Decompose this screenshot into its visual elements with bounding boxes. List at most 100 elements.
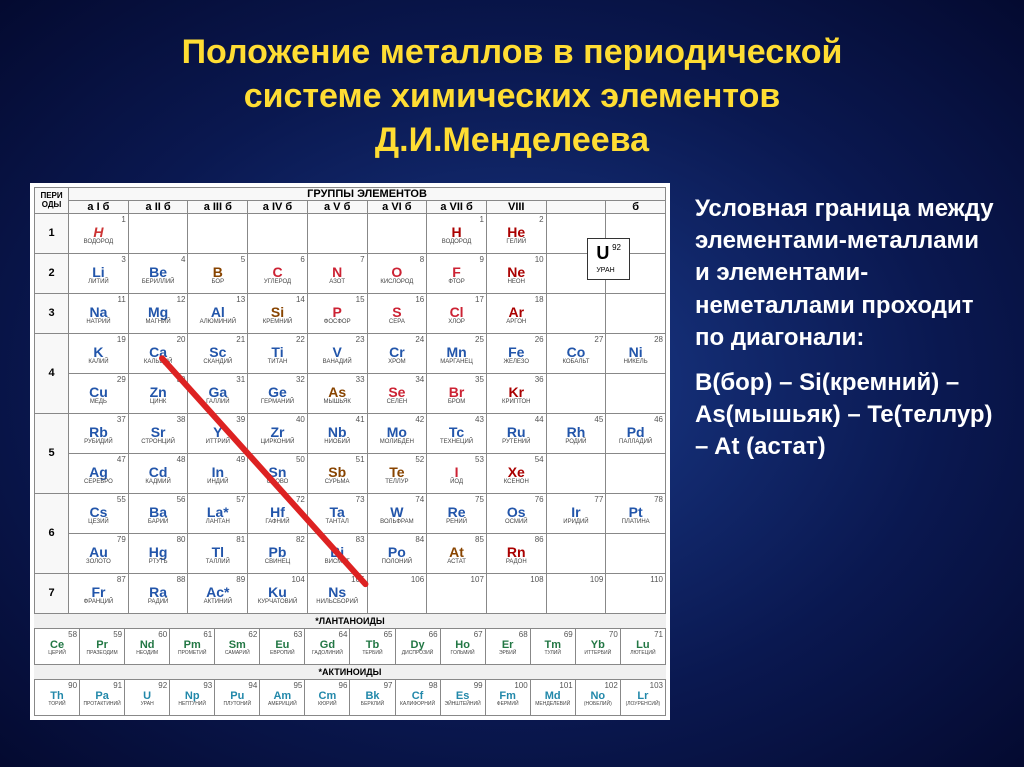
element-cell: 56BaБАРИЙ — [128, 493, 188, 533]
element-cell: 36KrКРИПТОН — [486, 373, 546, 413]
element-cell: 26FeЖЕЛЕЗО — [486, 333, 546, 373]
element-cell: 101MdМЕНДЕЛЕВИЙ — [530, 679, 575, 715]
element-cell: 106 — [367, 573, 427, 613]
element-cell: 49InИНДИЙ — [188, 453, 248, 493]
element-cell: 44RuРУТЕНИЙ — [486, 413, 546, 453]
element-cell: 8OКИСЛОРОД — [367, 253, 427, 293]
element-cell — [546, 373, 606, 413]
element-cell — [546, 533, 606, 573]
element-cell: 47AgСЕРЕБРО — [69, 453, 129, 493]
element-cell: 74WВОЛЬФРАМ — [367, 493, 427, 533]
element-cell: 61PmПРОМЕТИЙ — [170, 628, 215, 664]
element-cell: 34SeСЕЛЕН — [367, 373, 427, 413]
explanation-text: Условная граница между элементами-металл… — [695, 183, 994, 720]
element-cell — [606, 293, 666, 333]
element-cell: 108 — [486, 573, 546, 613]
element-cell: 51SbСУРЬМА — [307, 453, 367, 493]
element-cell: 1HВОДОРОД — [427, 213, 487, 253]
element-cell: 35BrБРОМ — [427, 373, 487, 413]
element-cell: 57La*ЛАНТАН — [188, 493, 248, 533]
element-cell: 59PrПРАЗЕОДИМ — [80, 628, 125, 664]
group-header — [546, 200, 606, 213]
element-cell — [546, 293, 606, 333]
element-cell: 84PoПОЛОНИЙ — [367, 533, 427, 573]
element-cell: 75ReРЕНИЙ — [427, 493, 487, 533]
element-cell: 28NiНИКЕЛЬ — [606, 333, 666, 373]
group-header: a V б — [307, 200, 367, 213]
element-cell: 21ScСКАНДИЙ — [188, 333, 248, 373]
element-cell: 68ErЭРБИЙ — [485, 628, 530, 664]
element-cell: 18ArАРГОН — [486, 293, 546, 333]
element-cell: 12MgМАГНИЙ — [128, 293, 188, 333]
period-number: 7 — [35, 573, 69, 613]
actinides-label: *АКТИНОИДЫ — [34, 665, 666, 679]
element-cell: 54XeКСЕНОН — [486, 453, 546, 493]
element-cell: 89Ac*АКТИНИЙ — [188, 573, 248, 613]
periods-header: ПЕРИ ОДЫ — [35, 187, 69, 213]
group-header: a IV б — [248, 200, 308, 213]
period-number: 4 — [35, 333, 69, 413]
element-cell: 27CoКОБАЛЬТ — [546, 333, 606, 373]
element-cell: 60NdНЕОДИМ — [125, 628, 170, 664]
element-cell — [307, 213, 367, 253]
element-cell: 70YbИТТЕРБИЙ — [575, 628, 620, 664]
element-cell: 5BБОР — [188, 253, 248, 293]
element-cell: 87FrФРАНЦИЙ — [69, 573, 129, 613]
lanthanides-label: *ЛАНТАНОИДЫ — [34, 614, 666, 628]
element-cell: 81TlТАЛЛИЙ — [188, 533, 248, 573]
element-cell: 62SmСАМАРИЙ — [215, 628, 260, 664]
element-cell: 11NaНАТРИЙ — [69, 293, 129, 333]
element-cell: 93NpНЕПТУНИЙ — [170, 679, 215, 715]
element-cell: 80HgРТУТЬ — [128, 533, 188, 573]
element-cell: 9FФТОР — [427, 253, 487, 293]
element-cell: 86RnРАДОН — [486, 533, 546, 573]
element-cell: 79AuЗОЛОТО — [69, 533, 129, 573]
element-cell: 69TmТУЛИЙ — [530, 628, 575, 664]
element-cell: 33AsМЫШЬЯК — [307, 373, 367, 413]
element-cell: 109 — [546, 573, 606, 613]
element-cell: 107 — [427, 573, 487, 613]
element-cell: 95AmАМЕРИЦИЙ — [260, 679, 305, 715]
element-cell — [367, 213, 427, 253]
group-header: a II б — [128, 200, 188, 213]
element-cell — [188, 213, 248, 253]
period-number: 5 — [35, 413, 69, 493]
element-cell: 90ThТОРИЙ — [35, 679, 80, 715]
element-cell: 14SiКРЕМНИЙ — [248, 293, 308, 333]
element-cell: 46PdПАЛЛАДИЙ — [606, 413, 666, 453]
element-cell: 10NeНЕОН — [486, 253, 546, 293]
element-cell: 19KКАЛИЙ — [69, 333, 129, 373]
element-cell: 6CУГЛЕРОД — [248, 253, 308, 293]
legend-cell: U 92 УРАН — [587, 238, 630, 280]
element-cell: 103Lr(ЛОУРЕНСИЙ) — [620, 679, 665, 715]
element-cell: 58CeЦЕРИЙ — [35, 628, 80, 664]
element-cell: 85AtАСТАТ — [427, 533, 487, 573]
element-cell: 94PuПЛУТОНИЙ — [215, 679, 260, 715]
element-cell: 71LuЛЮТЕЦИЙ — [620, 628, 665, 664]
element-cell: 53IЙОД — [427, 453, 487, 493]
element-cell: 97BkБЕРКЛИЙ — [350, 679, 395, 715]
element-cell: 22TiТИТАН — [248, 333, 308, 373]
element-cell: 76OsОСМИЙ — [486, 493, 546, 533]
element-cell: 104KuКУРЧАТОВИЙ — [248, 573, 308, 613]
element-cell — [248, 213, 308, 253]
element-cell: 82PbСВИНЕЦ — [248, 533, 308, 573]
element-cell: 40ZrЦИРКОНИЙ — [248, 413, 308, 453]
element-cell: 48CdКАДМИЙ — [128, 453, 188, 493]
element-cell: 29CuМЕДЬ — [69, 373, 129, 413]
period-number: 6 — [35, 493, 69, 573]
group-header: a VI б — [367, 200, 427, 213]
group-header: VIII — [486, 200, 546, 213]
main-content: U 92 УРАН ПЕРИ ОДЫ ГРУППЫ ЭЛЕМЕНТОВ a I … — [0, 173, 1024, 750]
element-cell: 100FmФЕРМИЙ — [485, 679, 530, 715]
element-cell: 98CfКАЛИФОРНИЙ — [395, 679, 440, 715]
element-cell: 25MnМАРГАНЕЦ — [427, 333, 487, 373]
element-cell: 20CaКАЛЬЦИЙ — [128, 333, 188, 373]
element-cell: 3LiЛИТИЙ — [69, 253, 129, 293]
element-cell: 96CmКЮРИЙ — [305, 679, 350, 715]
element-cell: 43TcТЕХНЕЦИЙ — [427, 413, 487, 453]
group-header: б — [606, 200, 666, 213]
element-cell: 7NАЗОТ — [307, 253, 367, 293]
slide-title: Положение металлов в периодической систе… — [0, 0, 1024, 173]
element-cell: 64GdГАДОЛИНИЙ — [305, 628, 350, 664]
